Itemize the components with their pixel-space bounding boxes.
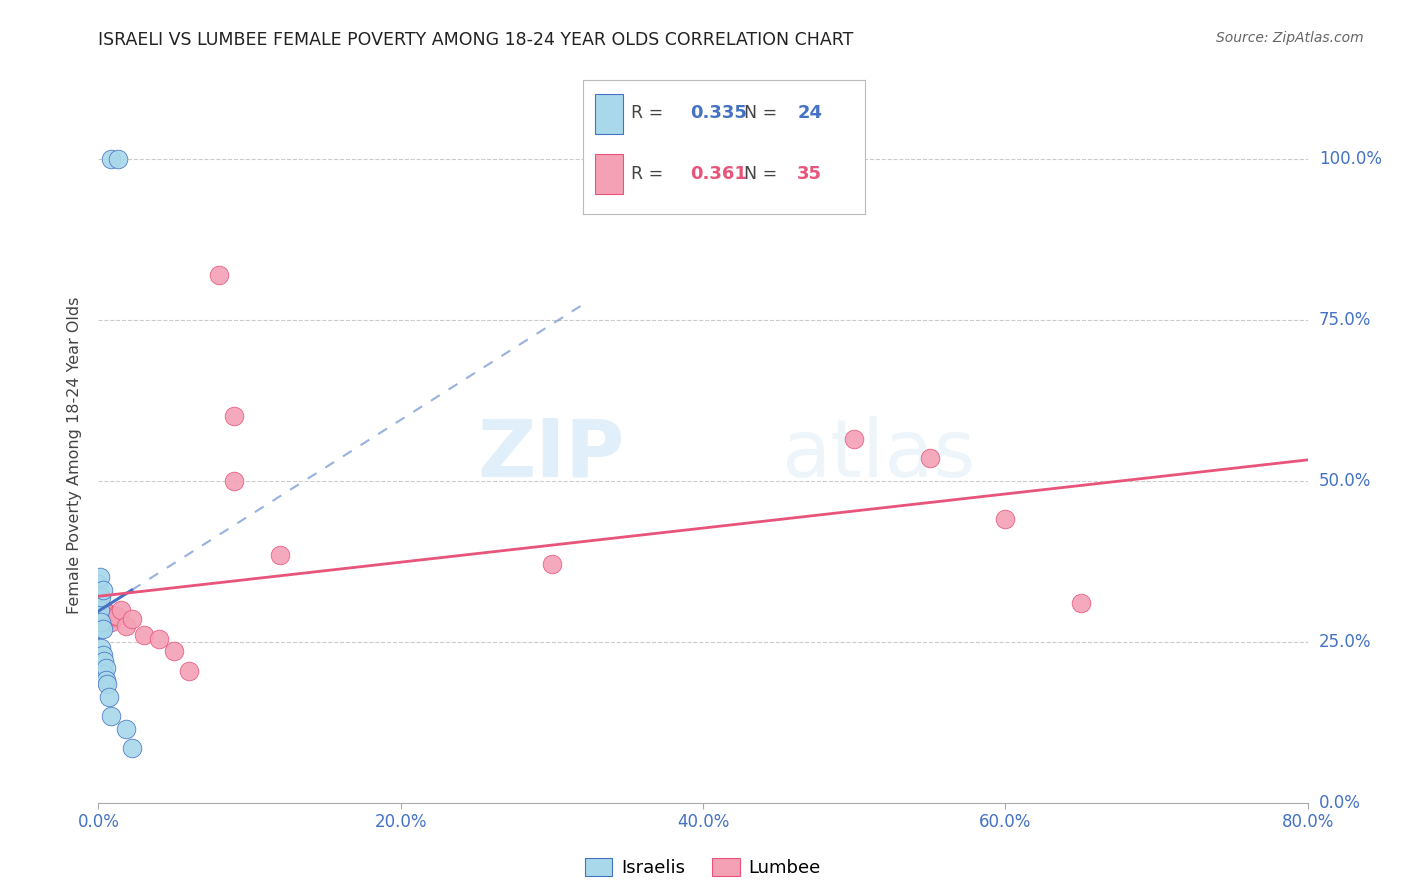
- Text: R =: R =: [631, 165, 669, 183]
- Point: [105, 609, 128, 624]
- Point: [91, 583, 114, 598]
- Point: [93, 667, 115, 681]
- Point: [114, 722, 136, 736]
- Point: [87, 576, 110, 591]
- Point: [90, 590, 112, 604]
- Text: 24: 24: [797, 104, 823, 122]
- Point: [208, 268, 231, 282]
- Legend: Israelis, Lumbee: Israelis, Lumbee: [578, 850, 828, 884]
- Text: 50.0%: 50.0%: [1319, 472, 1371, 490]
- Point: [93, 654, 115, 668]
- Text: 25.0%: 25.0%: [1319, 632, 1371, 651]
- FancyBboxPatch shape: [595, 94, 623, 134]
- Point: [89, 570, 111, 584]
- Point: [148, 632, 170, 646]
- Point: [87, 606, 110, 620]
- Point: [87, 596, 110, 610]
- Point: [94, 660, 117, 674]
- Point: [91, 622, 114, 636]
- Point: [224, 474, 246, 488]
- Point: [269, 548, 291, 562]
- Text: ISRAELI VS LUMBEE FEMALE POVERTY AMONG 18-24 YEAR OLDS CORRELATION CHART: ISRAELI VS LUMBEE FEMALE POVERTY AMONG 1…: [98, 31, 853, 49]
- Point: [540, 558, 562, 572]
- Text: ZIP: ZIP: [477, 416, 624, 494]
- FancyBboxPatch shape: [595, 153, 623, 194]
- Text: N =: N =: [744, 165, 783, 183]
- Text: 100.0%: 100.0%: [1319, 150, 1382, 168]
- Point: [121, 741, 143, 756]
- Text: 0.0%: 0.0%: [1319, 794, 1361, 812]
- Point: [90, 602, 112, 616]
- Text: 35: 35: [797, 165, 823, 183]
- Point: [100, 708, 122, 723]
- Point: [163, 644, 186, 658]
- Point: [87, 609, 110, 624]
- Point: [98, 690, 121, 704]
- Point: [100, 615, 122, 630]
- Text: atlas: atlas: [782, 416, 976, 494]
- Point: [87, 622, 110, 636]
- Point: [93, 602, 115, 616]
- Point: [132, 628, 155, 642]
- Point: [844, 432, 866, 446]
- Point: [90, 641, 112, 656]
- Point: [100, 152, 122, 166]
- Point: [91, 648, 114, 662]
- Point: [87, 615, 110, 630]
- Point: [98, 612, 121, 626]
- Point: [96, 676, 118, 690]
- Point: [87, 615, 110, 630]
- Point: [110, 602, 132, 616]
- Point: [918, 451, 941, 466]
- Point: [94, 606, 117, 620]
- Point: [91, 606, 114, 620]
- Point: [994, 512, 1017, 526]
- Point: [224, 409, 246, 424]
- Text: R =: R =: [631, 104, 669, 122]
- Text: Source: ZipAtlas.com: Source: ZipAtlas.com: [1216, 31, 1364, 45]
- Point: [103, 609, 125, 624]
- Point: [1070, 596, 1092, 610]
- Text: N =: N =: [744, 104, 783, 122]
- Text: 0.335: 0.335: [690, 104, 747, 122]
- Point: [89, 622, 111, 636]
- Text: 0.361: 0.361: [690, 165, 747, 183]
- Point: [114, 618, 136, 632]
- Text: 75.0%: 75.0%: [1319, 310, 1371, 328]
- Point: [107, 152, 129, 166]
- Y-axis label: Female Poverty Among 18-24 Year Olds: Female Poverty Among 18-24 Year Olds: [67, 296, 83, 614]
- Point: [94, 673, 117, 688]
- Point: [177, 664, 201, 678]
- Point: [90, 615, 112, 630]
- Point: [121, 612, 143, 626]
- Point: [89, 602, 111, 616]
